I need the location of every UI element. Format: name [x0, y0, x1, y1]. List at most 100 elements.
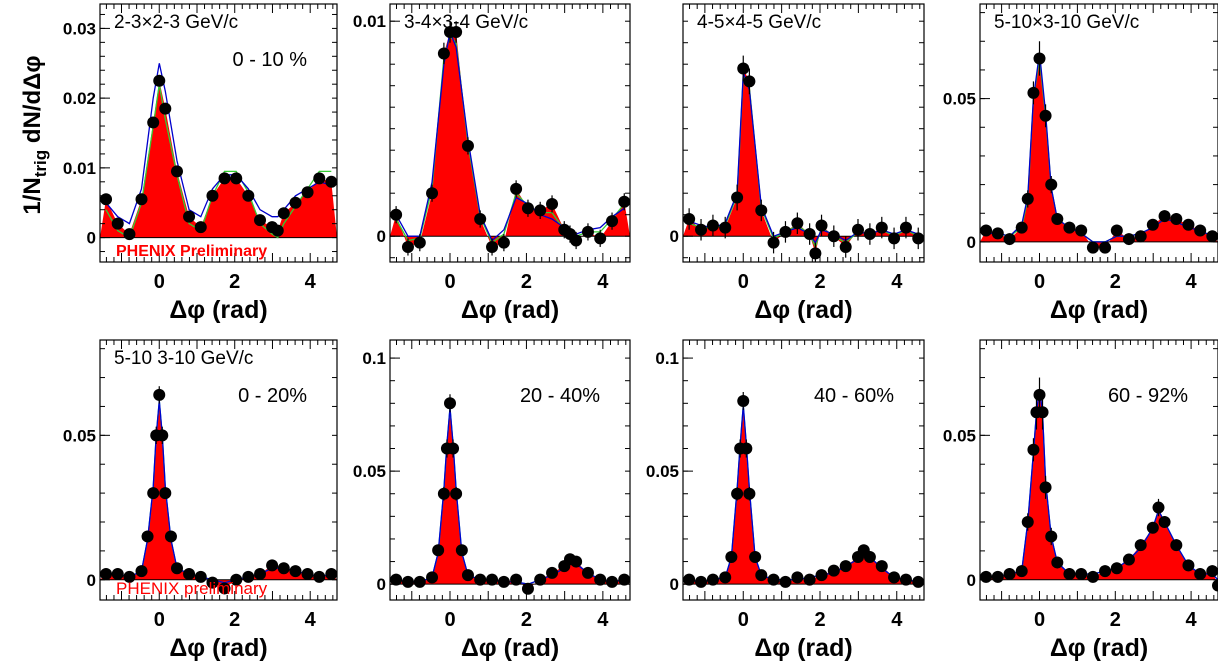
y-tick-label: 0.02: [63, 89, 96, 108]
data-point: [147, 116, 160, 129]
signal-fill: [683, 401, 924, 585]
panel-frame: [682, 3, 925, 263]
x-axis-title: Δφ (rad): [1050, 296, 1148, 324]
y-tick-label: 0: [377, 227, 386, 246]
data-point: [779, 225, 792, 238]
plot-area: [980, 377, 1218, 592]
data-point: [570, 234, 583, 247]
data-point: [683, 573, 696, 586]
data-point: [437, 487, 450, 500]
data-point: [546, 197, 559, 210]
data-point: [791, 217, 804, 230]
data-point: [534, 573, 547, 586]
phenix-watermark: PHENIX preliminary: [116, 579, 268, 598]
data-point: [455, 544, 468, 557]
data-point: [426, 571, 439, 584]
plot-area: [683, 392, 924, 588]
y-tick-label: 0.05: [646, 462, 679, 481]
data-point: [450, 25, 463, 38]
model-curve-green: [986, 389, 1218, 581]
data-point: [100, 193, 113, 206]
data-point: [230, 573, 243, 586]
x-tick-label: 4: [305, 271, 317, 293]
data-point: [706, 573, 719, 586]
model-curve-green: [395, 407, 625, 585]
y-axis-title: 1/Ntrig dN/dΔφ: [19, 35, 50, 235]
data-point: [461, 139, 474, 152]
data-point: [277, 562, 290, 575]
data-point: [815, 219, 828, 232]
data-point: [242, 570, 255, 583]
data-point: [1158, 516, 1171, 528]
data-point: [242, 189, 255, 202]
y-tick-label: 0: [967, 233, 976, 252]
data-point: [749, 551, 762, 564]
x-tick-label: 4: [597, 271, 609, 293]
panel-frame: [979, 3, 1218, 263]
data-point: [737, 395, 750, 408]
data-point: [123, 228, 136, 241]
data-point: [1039, 481, 1052, 494]
data-point: [1045, 178, 1058, 191]
data-point: [863, 551, 876, 564]
data-point: [474, 213, 487, 225]
data-point: [1158, 210, 1171, 223]
panel-label: 3-4×3-4 GeV/c: [404, 12, 528, 33]
data-point: [1051, 213, 1064, 225]
data-point: [1003, 233, 1016, 246]
panel-frame: [682, 339, 925, 601]
plot-area: [390, 394, 630, 595]
data-point: [1099, 565, 1112, 578]
plot-area: [390, 21, 630, 256]
x-tick-label: 2: [229, 271, 240, 293]
data-point: [437, 47, 450, 60]
data-point: [875, 560, 888, 573]
data-point: [289, 196, 302, 209]
data-point: [695, 575, 708, 588]
chart-panel-8: 0 2 4 0 0.05 Δφ (rad) 60 - 92%: [943, 339, 1218, 662]
panel-frame: [99, 339, 338, 601]
y-tick-label: 0: [87, 571, 96, 590]
data-point: [1039, 109, 1052, 122]
model-curve-blue: [986, 389, 1218, 581]
data-point: [755, 569, 768, 582]
data-point: [401, 240, 414, 253]
data-point: [1146, 218, 1159, 231]
data-point: [497, 575, 510, 588]
chart-panel-2: 0 2 4 0 0.01 Δφ (rad) 3-4×3-4 GeV/c: [353, 3, 631, 324]
x-tick-label: 2: [814, 609, 825, 631]
y-tick-label: 0.01: [353, 12, 386, 31]
x-tick-label: 4: [597, 609, 609, 631]
data-point: [875, 221, 888, 234]
signal-fill: [980, 394, 1218, 586]
data-point: [301, 186, 314, 199]
x-axis-title: Δφ (rad): [461, 296, 559, 324]
data-point: [1134, 539, 1147, 552]
y-tick-label: 0.1: [655, 349, 679, 368]
signal-fill: [390, 32, 630, 247]
data-point: [1134, 230, 1147, 243]
y-axis-title-main: 1/N: [19, 177, 46, 215]
data-point: [510, 182, 523, 195]
data-point: [159, 487, 172, 500]
data-point: [791, 571, 804, 584]
data-point: [194, 570, 207, 583]
panel-frame: [979, 339, 1218, 601]
data-point: [1075, 568, 1088, 580]
data-point: [755, 204, 768, 217]
data-point: [683, 213, 696, 225]
chart-panel-4: 0 2 4 0 0.05 Δφ (rad) 5-10×3-10 GeV/c: [943, 3, 1218, 324]
data-point: [194, 221, 207, 234]
data-point: [390, 573, 403, 586]
data-point: [170, 165, 183, 178]
y-tick-label: 0: [670, 227, 679, 246]
x-tick-label: 0: [444, 609, 455, 631]
model-curve-green: [106, 400, 332, 584]
data-point: [218, 172, 231, 185]
y-tick-label: 0: [967, 571, 976, 590]
data-point: [510, 573, 523, 586]
x-tick-label: 0: [154, 609, 165, 631]
data-point: [912, 232, 924, 245]
y-axis-title-rest: dN/dΔφ: [19, 55, 46, 150]
data-point: [100, 568, 113, 580]
